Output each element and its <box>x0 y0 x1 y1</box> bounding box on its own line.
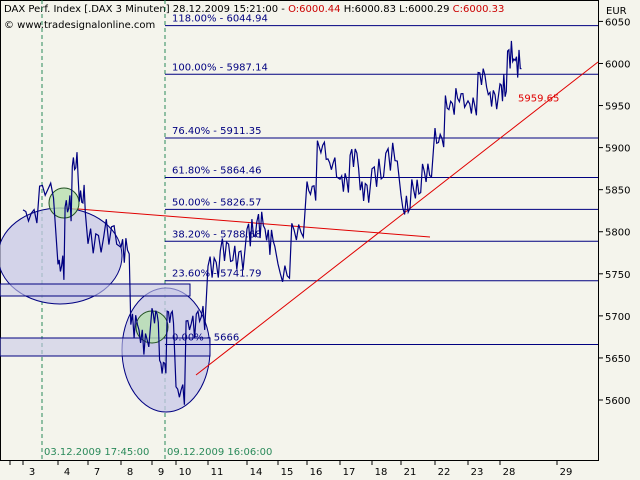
x-tick-label: 21 <box>404 467 417 478</box>
y-tick-label: 5900 <box>605 144 630 155</box>
x-tick-label: 10 <box>179 467 192 478</box>
x-tick-label: 8 <box>127 467 133 478</box>
fib-level-label: 100.00% - 5987.14 <box>172 62 268 73</box>
close-value: C:6000.33 <box>452 4 505 15</box>
y-tick-label: 5600 <box>605 396 630 407</box>
y-tick-label: 5700 <box>605 312 630 323</box>
y-tick-label: 5650 <box>605 354 630 365</box>
event-date-label: 03.12.2009 17:45:00 <box>44 447 149 458</box>
fib-level-label: 0.00% - 5666 <box>172 332 239 343</box>
x-tick-label: 15 <box>281 467 294 478</box>
x-tick-label: 16 <box>310 467 323 478</box>
support-trendline <box>195 61 599 376</box>
high-value: H:6000.83 <box>343 4 396 15</box>
trendline-value-label: 5959.65 <box>518 93 559 104</box>
price-series-line <box>22 40 522 405</box>
x-tick-label: 3 <box>29 467 35 478</box>
y-tick-label: 5850 <box>605 186 630 197</box>
x-tick-label: 14 <box>250 467 263 478</box>
range-box-upper <box>0 283 191 297</box>
fib-level-label: 76.40% - 5911.35 <box>172 126 261 137</box>
x-tick-label: 7 <box>94 467 100 478</box>
x-tick-label: 9 <box>158 467 164 478</box>
y-tick-label: 6050 <box>605 17 630 28</box>
x-tick-label: 18 <box>375 467 388 478</box>
low-value: L:6000.29 <box>399 4 450 15</box>
x-tick-label: 23 <box>471 467 484 478</box>
event-date-label: 09.12.2009 16:06:00 <box>167 447 272 458</box>
fib-level-label: 50.00% - 5826.57 <box>172 197 261 208</box>
x-tick-label: 22 <box>438 467 451 478</box>
y-tick-label: 6000 <box>605 59 630 70</box>
resistance-trendline <box>65 207 431 238</box>
copyright-label: © www.tradesignalonline.com <box>4 20 156 31</box>
x-tick-label: 29 <box>560 467 573 478</box>
x-tick-label: 17 <box>343 467 356 478</box>
x-tick-label: 28 <box>503 467 516 478</box>
y-tick-label: 5750 <box>605 270 630 281</box>
x-tick-label: 4 <box>64 467 70 478</box>
fib-level-label: 118.00% - 6044.94 <box>172 14 268 25</box>
open-value: O:6000.44 <box>288 4 341 15</box>
fib-level-label: 23.60% - 5741.79 <box>172 269 261 280</box>
fib-level-label: 61.80% - 5864.46 <box>172 166 261 177</box>
plot-frame <box>0 0 599 461</box>
chart-title: DAX Perf. Index [.DAX 3 Minuten] 28.12.2… <box>4 4 289 15</box>
y-tick-label: 5950 <box>605 102 630 113</box>
chart-header: DAX Perf. Index [.DAX 3 Minuten] 28.12.2… <box>4 4 504 15</box>
currency-label: EUR <box>606 6 627 17</box>
fib-level-label: 38.20% - 5788.68 <box>172 229 261 240</box>
x-tick-label: 11 <box>211 467 224 478</box>
y-tick-label: 5800 <box>605 228 630 239</box>
